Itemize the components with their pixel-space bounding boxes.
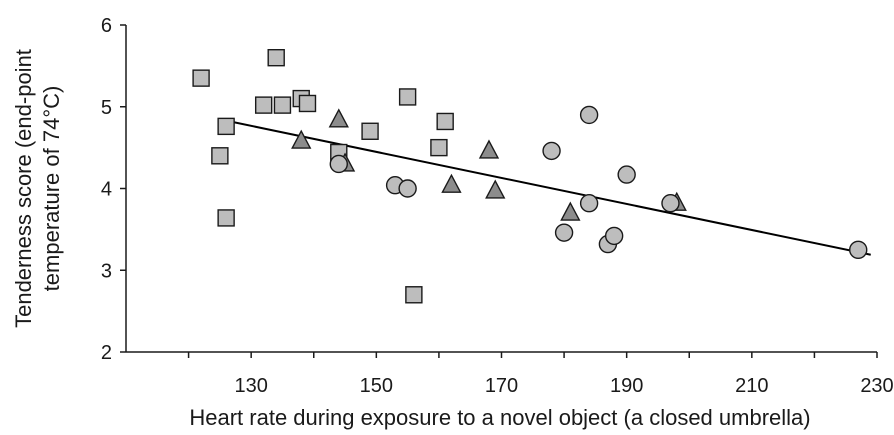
- y-axis-title-line-1: Tenderness score (end-point: [11, 49, 36, 328]
- x-axis-ticks: 130 150 170 190 210 230: [187, 352, 894, 397]
- y-tick-label: 5: [101, 97, 112, 119]
- y-axis-ticks: 2 3 4 5 6: [101, 15, 126, 364]
- triangle-point: [328, 108, 349, 128]
- circle-point: [579, 194, 599, 213]
- square-point: [273, 96, 292, 114]
- square-point: [267, 49, 285, 67]
- x-tick-label: 150: [360, 375, 393, 397]
- x-tick-label: 210: [735, 375, 768, 397]
- square-point: [217, 209, 235, 227]
- square-point: [361, 122, 379, 140]
- circle-point: [604, 226, 624, 246]
- circle-point: [849, 240, 868, 260]
- circle-point: [617, 165, 636, 184]
- square-point: [217, 117, 235, 136]
- square-point: [192, 69, 210, 87]
- trend-line: [225, 119, 871, 256]
- circle-point: [542, 141, 561, 161]
- circle-point: [579, 105, 599, 125]
- circle-point: [398, 179, 417, 198]
- x-tick-label: 190: [610, 375, 643, 397]
- y-axis-title: Tenderness score (end-point temperature …: [11, 49, 64, 328]
- y-tick-label: 2: [101, 342, 112, 364]
- data-points: [192, 49, 868, 304]
- y-tick-label: 6: [101, 15, 112, 37]
- triangle-point: [441, 173, 462, 193]
- x-tick-label: 130: [234, 375, 267, 397]
- square-point: [405, 286, 423, 304]
- square-point: [298, 94, 317, 113]
- x-tick-label: 170: [485, 375, 518, 397]
- triangle-point: [291, 129, 312, 149]
- circle-point: [661, 194, 680, 213]
- square-point: [254, 96, 273, 114]
- triangle-point: [478, 139, 500, 159]
- square-point: [436, 112, 454, 131]
- y-tick-label: 4: [101, 179, 112, 201]
- triangle-point: [485, 179, 506, 199]
- circle-point: [554, 223, 574, 242]
- x-axis-title: Heart rate during exposure to a novel ob…: [189, 405, 810, 430]
- x-tick-label: 230: [860, 375, 893, 397]
- y-axis-title-line-2: temperature of 74°C): [39, 86, 64, 292]
- y-tick-label: 3: [101, 260, 112, 282]
- square-point: [398, 88, 417, 106]
- circle-point: [329, 154, 348, 174]
- triangle-point: [560, 201, 581, 221]
- square-point: [430, 138, 448, 157]
- square-point: [211, 147, 229, 165]
